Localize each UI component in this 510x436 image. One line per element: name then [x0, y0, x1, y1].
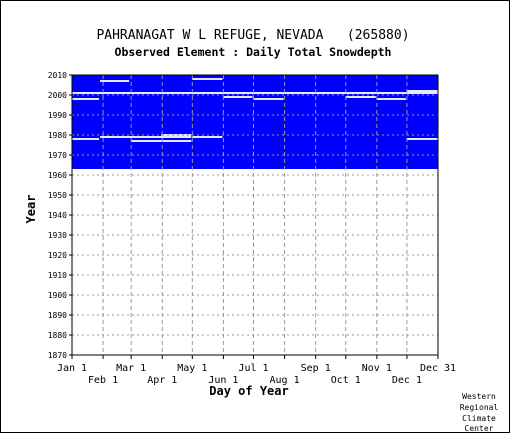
x-tick-label: Nov 1 [362, 363, 392, 374]
missing-segment [72, 92, 438, 94]
y-tick-label: 1870 [48, 351, 67, 360]
y-axis: 1870 1880 1890 1900 1910 1920 1930 1940 1950 1960… [48, 71, 72, 360]
y-tick-label: 2000 [48, 91, 67, 100]
x-tick-label: Jun 1 [208, 375, 238, 386]
chart-subtitle: Observed Element : Daily Total Snowdepth [115, 45, 392, 59]
missing-segment [192, 78, 223, 80]
y-tick-label: 1960 [48, 171, 67, 180]
missing-segment [72, 98, 100, 100]
missing-segment [100, 80, 130, 82]
x-tick-label: Feb 1 [88, 375, 118, 386]
credit-line-2: Regional [460, 403, 499, 412]
missing-segment [253, 98, 284, 100]
y-tick-label: 1880 [48, 331, 67, 340]
credit-line-4: Center [465, 424, 494, 432]
missing-segment [72, 138, 100, 140]
x-axis-label: Day of Year [209, 384, 288, 398]
x-tick-label: Dec 1 [392, 375, 422, 386]
x-tick-label: Sep 1 [301, 363, 331, 374]
y-tick-label: 1980 [48, 131, 67, 140]
missing-segment [376, 98, 406, 100]
credit-block: Western Regional Climate Center [460, 392, 499, 433]
y-tick-label: 1940 [48, 211, 67, 220]
y-tick-label: 1970 [48, 151, 67, 160]
x-tick-label: Mar 1 [116, 363, 146, 374]
x-tick-label: Aug 1 [270, 375, 300, 386]
missing-segment [223, 96, 253, 98]
y-tick-label: 1990 [48, 111, 67, 120]
y-tick-label: 1950 [48, 191, 67, 200]
x-tick-label: Jul 1 [238, 363, 268, 374]
y-tick-label: 1930 [48, 231, 67, 240]
missing-segment [406, 138, 438, 140]
y-axis-label: Year [24, 195, 38, 224]
x-tick-label: Apr 1 [147, 375, 177, 386]
missing-segment [131, 140, 192, 142]
y-tick-label: 1920 [48, 251, 67, 260]
missing-segment [161, 134, 192, 136]
x-axis: Jan 1 Mar 1 May 1 Jul 1 Sep 1 Nov 1 Dec 31 Feb … [57, 355, 456, 386]
x-tick-label: May 1 [177, 363, 207, 374]
x-tick-label: Dec 31 [420, 363, 456, 374]
y-tick-label: 1910 [48, 271, 67, 280]
missing-segment [192, 136, 223, 138]
x-tick-label: Jan 1 [57, 363, 87, 374]
missing-segment [345, 96, 376, 98]
missing-segment [100, 136, 192, 138]
y-tick-label: 1890 [48, 311, 67, 320]
grid-layer [72, 75, 438, 355]
x-tick-label: Oct 1 [331, 375, 361, 386]
credit-line-1: Western [462, 392, 496, 401]
missing-segment [406, 90, 438, 92]
y-tick-label: 1900 [48, 291, 67, 300]
y-tick-label: 2010 [48, 71, 67, 80]
credit-line-3: Climate [462, 414, 496, 423]
chart-title: PAHRANAGAT W L REFUGE, NEVADA (265880) [96, 28, 409, 43]
